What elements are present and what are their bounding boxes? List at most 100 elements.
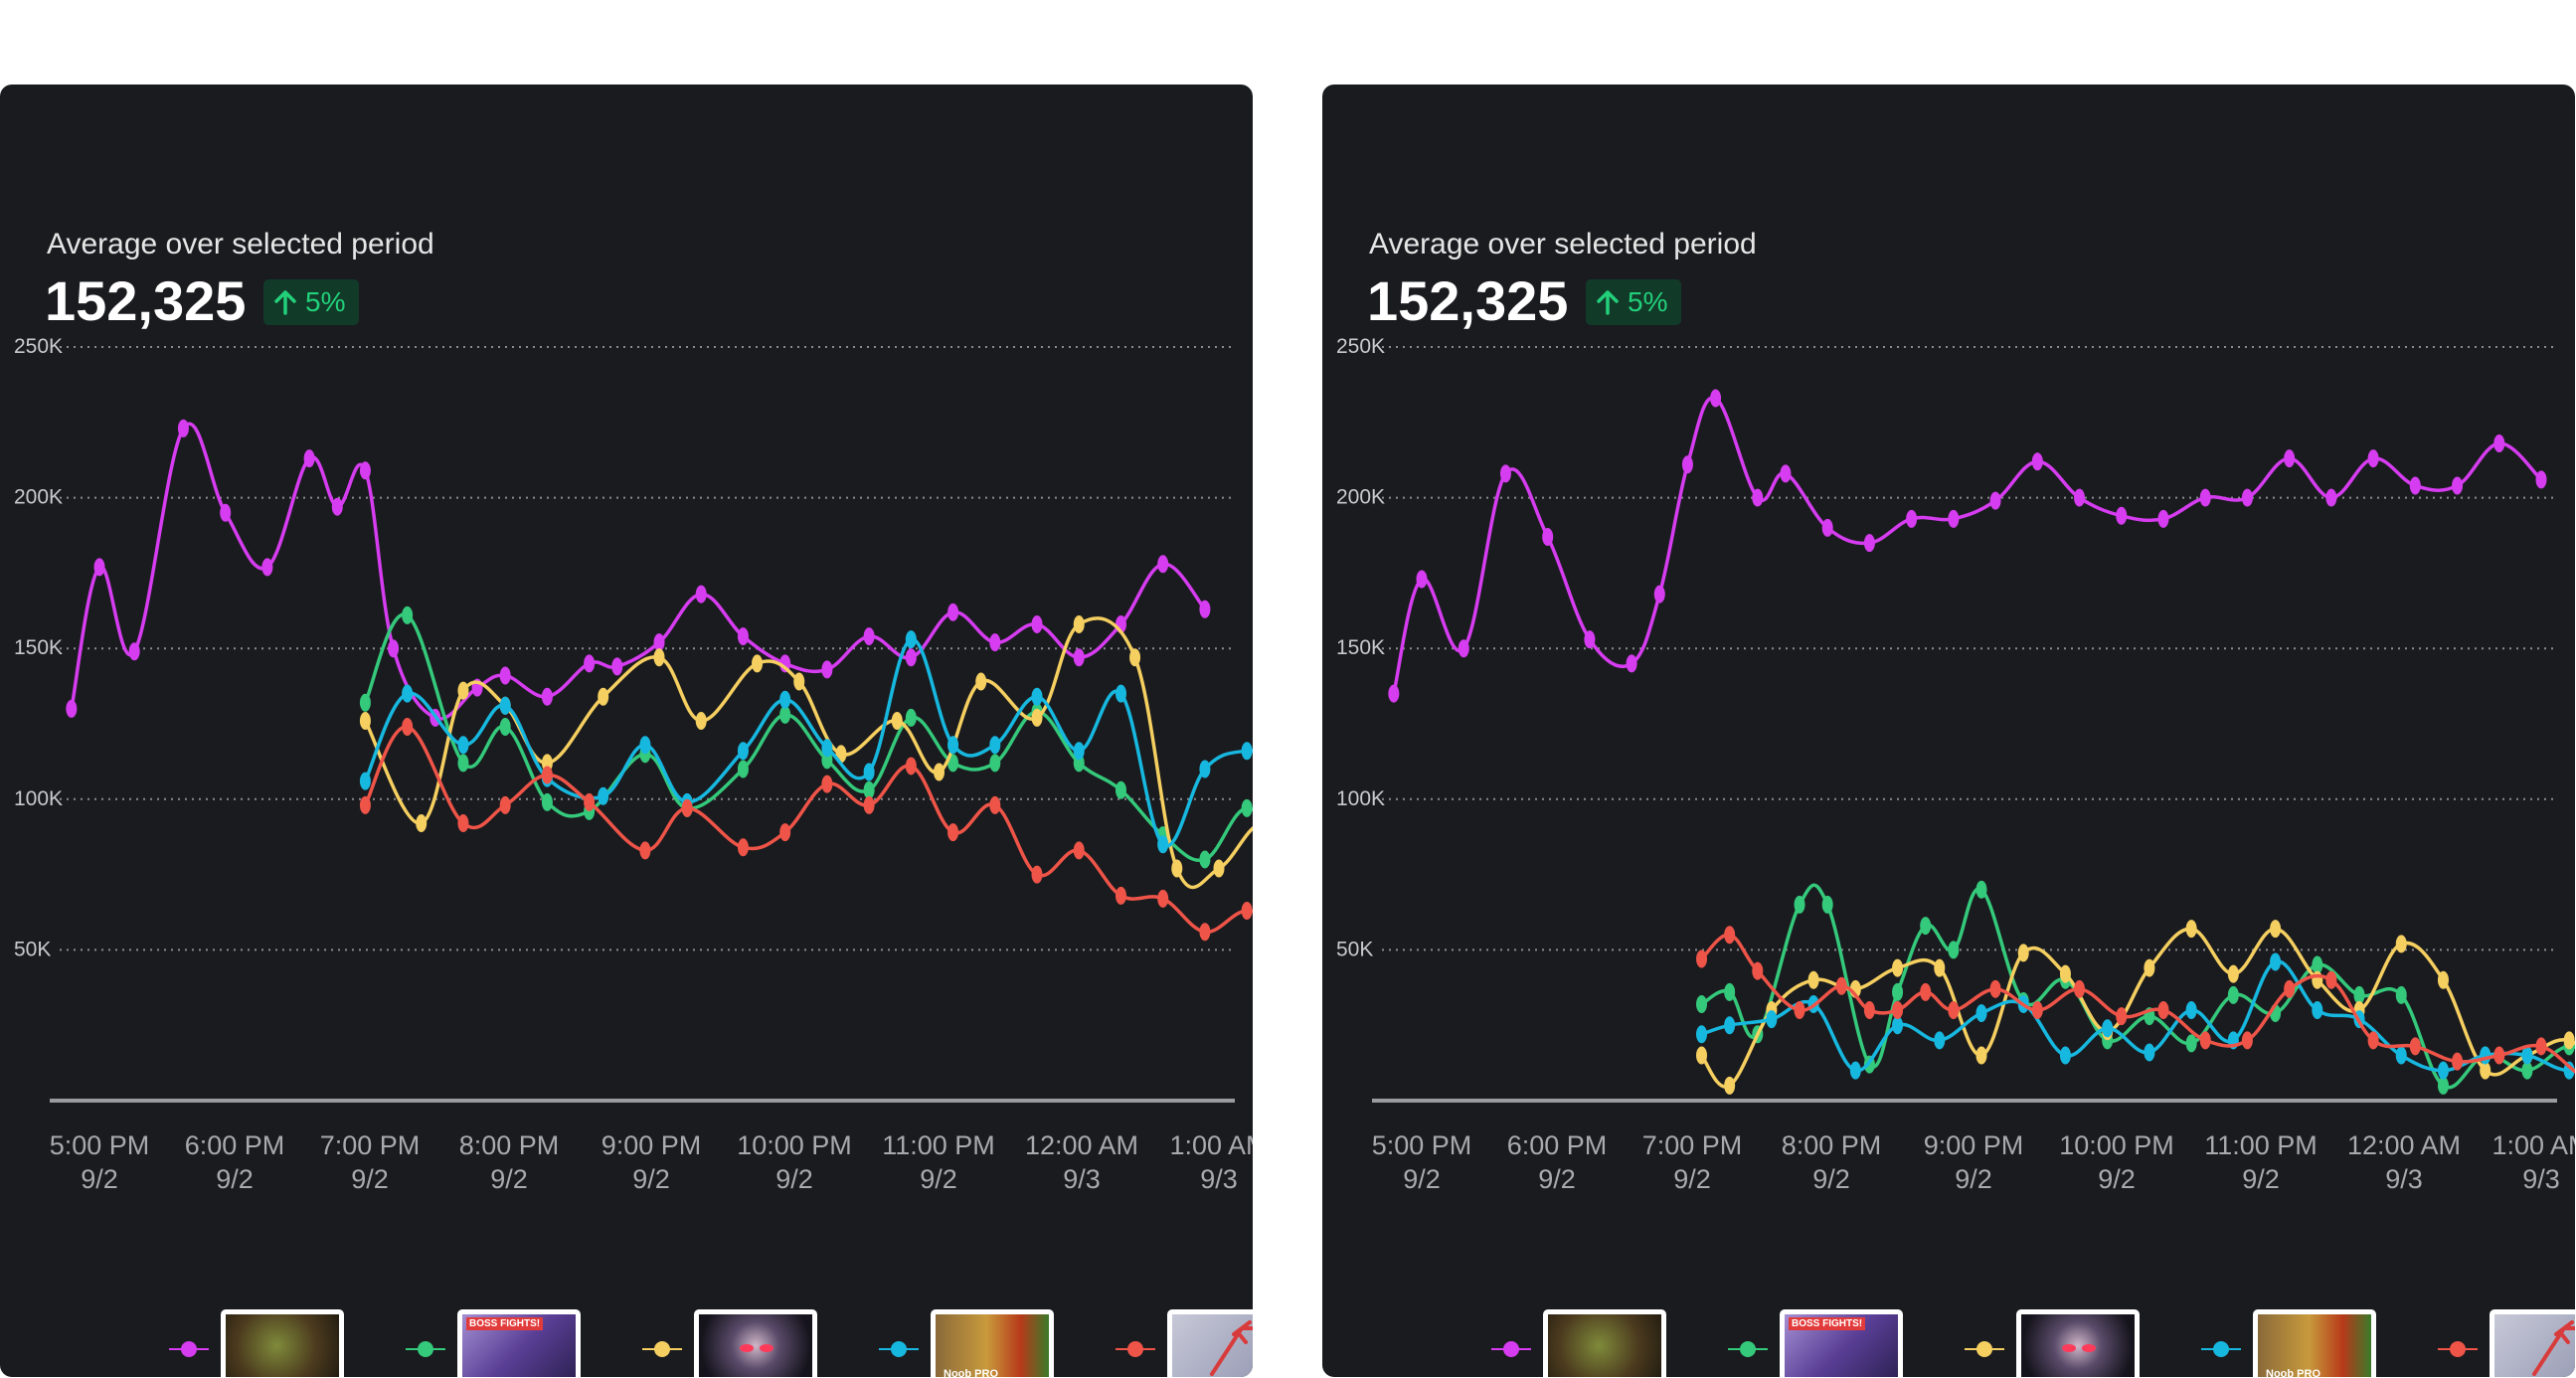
- legend-item[interactable]: BOSS FIGHTS!: [406, 1309, 581, 1377]
- data-point[interactable]: [1906, 509, 1918, 528]
- legend-item[interactable]: [2438, 1309, 2575, 1377]
- data-point[interactable]: [1031, 614, 1043, 633]
- data-point[interactable]: [2059, 964, 2071, 983]
- data-point[interactable]: [2157, 509, 2169, 528]
- data-point[interactable]: [2270, 920, 2282, 939]
- data-point[interactable]: [598, 786, 609, 805]
- data-point[interactable]: [947, 603, 959, 621]
- data-point[interactable]: [1975, 1046, 1987, 1065]
- data-point[interactable]: [66, 699, 78, 718]
- data-point[interactable]: [905, 708, 917, 727]
- data-point[interactable]: [1892, 958, 1904, 977]
- data-point[interactable]: [793, 672, 805, 691]
- data-point[interactable]: [2493, 1046, 2505, 1065]
- data-point[interactable]: [1241, 901, 1253, 920]
- data-point[interactable]: [402, 684, 414, 703]
- data-point[interactable]: [1892, 982, 1904, 1001]
- data-point[interactable]: [1835, 976, 1847, 995]
- data-point[interactable]: [975, 672, 987, 691]
- legend-item[interactable]: BOSS FIGHTS!: [1728, 1309, 1903, 1377]
- data-point[interactable]: [1458, 639, 1469, 658]
- data-point[interactable]: [2480, 1061, 2491, 1080]
- data-point[interactable]: [1975, 1004, 1987, 1023]
- data-point[interactable]: [2367, 449, 2379, 468]
- data-point[interactable]: [863, 795, 875, 814]
- data-point[interactable]: [863, 627, 875, 646]
- data-point[interactable]: [1241, 798, 1253, 817]
- data-point[interactable]: [2241, 1031, 2253, 1050]
- data-point[interactable]: [1542, 528, 1554, 547]
- data-point[interactable]: [303, 449, 315, 468]
- data-point[interactable]: [359, 461, 371, 480]
- data-point[interactable]: [2031, 1001, 2043, 1020]
- data-point[interactable]: [2409, 476, 2421, 495]
- data-point[interactable]: [2185, 920, 2197, 939]
- data-point[interactable]: [2395, 1046, 2407, 1065]
- data-point[interactable]: [1724, 1016, 1736, 1035]
- data-point[interactable]: [1989, 491, 2001, 510]
- data-point[interactable]: [2116, 1007, 2128, 1026]
- data-point[interactable]: [416, 814, 428, 833]
- data-point[interactable]: [2241, 488, 2253, 507]
- data-point[interactable]: [2521, 1061, 2533, 1080]
- data-point[interactable]: [2017, 944, 2029, 962]
- legend-item[interactable]: [642, 1309, 817, 1377]
- data-point[interactable]: [821, 775, 833, 793]
- data-point[interactable]: [584, 792, 596, 811]
- data-point[interactable]: [1129, 648, 1141, 667]
- data-point[interactable]: [177, 419, 189, 437]
- data-point[interactable]: [359, 693, 371, 712]
- data-point[interactable]: [541, 766, 553, 784]
- legend-item[interactable]: Noob PRO: [879, 1309, 1054, 1377]
- data-point[interactable]: [1780, 464, 1792, 483]
- legend-item[interactable]: Noob PRO: [2201, 1309, 2376, 1377]
- data-point[interactable]: [1724, 926, 1736, 945]
- data-point[interactable]: [2437, 970, 2449, 989]
- data-point[interactable]: [1948, 1001, 1960, 1020]
- data-point[interactable]: [598, 687, 609, 706]
- data-point[interactable]: [1073, 648, 1085, 667]
- data-point[interactable]: [1863, 534, 1875, 553]
- data-point[interactable]: [947, 823, 959, 842]
- data-point[interactable]: [2325, 488, 2337, 507]
- data-point[interactable]: [1989, 979, 2001, 998]
- data-point[interactable]: [2270, 952, 2282, 971]
- data-point[interactable]: [457, 814, 469, 833]
- data-point[interactable]: [2493, 434, 2505, 453]
- data-point[interactable]: [2102, 1019, 2114, 1038]
- data-point[interactable]: [1948, 941, 1960, 959]
- data-point[interactable]: [261, 558, 273, 577]
- data-point[interactable]: [737, 760, 749, 778]
- data-point[interactable]: [695, 711, 707, 730]
- data-point[interactable]: [821, 660, 833, 679]
- data-point[interactable]: [905, 757, 917, 775]
- data-point[interactable]: [947, 736, 959, 755]
- data-point[interactable]: [2312, 970, 2323, 989]
- data-point[interactable]: [1821, 895, 1833, 914]
- data-point[interactable]: [1724, 1076, 1736, 1095]
- data-point[interactable]: [499, 696, 511, 715]
- data-point[interactable]: [331, 497, 343, 516]
- data-point[interactable]: [2312, 1001, 2323, 1020]
- data-point[interactable]: [1157, 889, 1169, 908]
- data-point[interactable]: [2031, 452, 2043, 471]
- data-point[interactable]: [1696, 1046, 1707, 1065]
- data-point[interactable]: [220, 503, 232, 522]
- data-point[interactable]: [1416, 570, 1428, 589]
- data-point[interactable]: [681, 798, 693, 817]
- data-point[interactable]: [402, 718, 414, 737]
- data-point[interactable]: [1948, 509, 1960, 528]
- data-point[interactable]: [457, 736, 469, 755]
- data-point[interactable]: [2452, 1052, 2464, 1071]
- data-point[interactable]: [1794, 1001, 1805, 1020]
- data-point[interactable]: [2074, 979, 2086, 998]
- data-point[interactable]: [863, 763, 875, 781]
- data-point[interactable]: [2395, 985, 2407, 1004]
- data-point[interactable]: [821, 739, 833, 758]
- data-point[interactable]: [499, 666, 511, 685]
- data-point[interactable]: [2353, 985, 2365, 1004]
- data-point[interactable]: [1766, 1010, 1778, 1029]
- data-point[interactable]: [1849, 1061, 1861, 1080]
- data-point[interactable]: [653, 648, 665, 667]
- data-point[interactable]: [2395, 935, 2407, 953]
